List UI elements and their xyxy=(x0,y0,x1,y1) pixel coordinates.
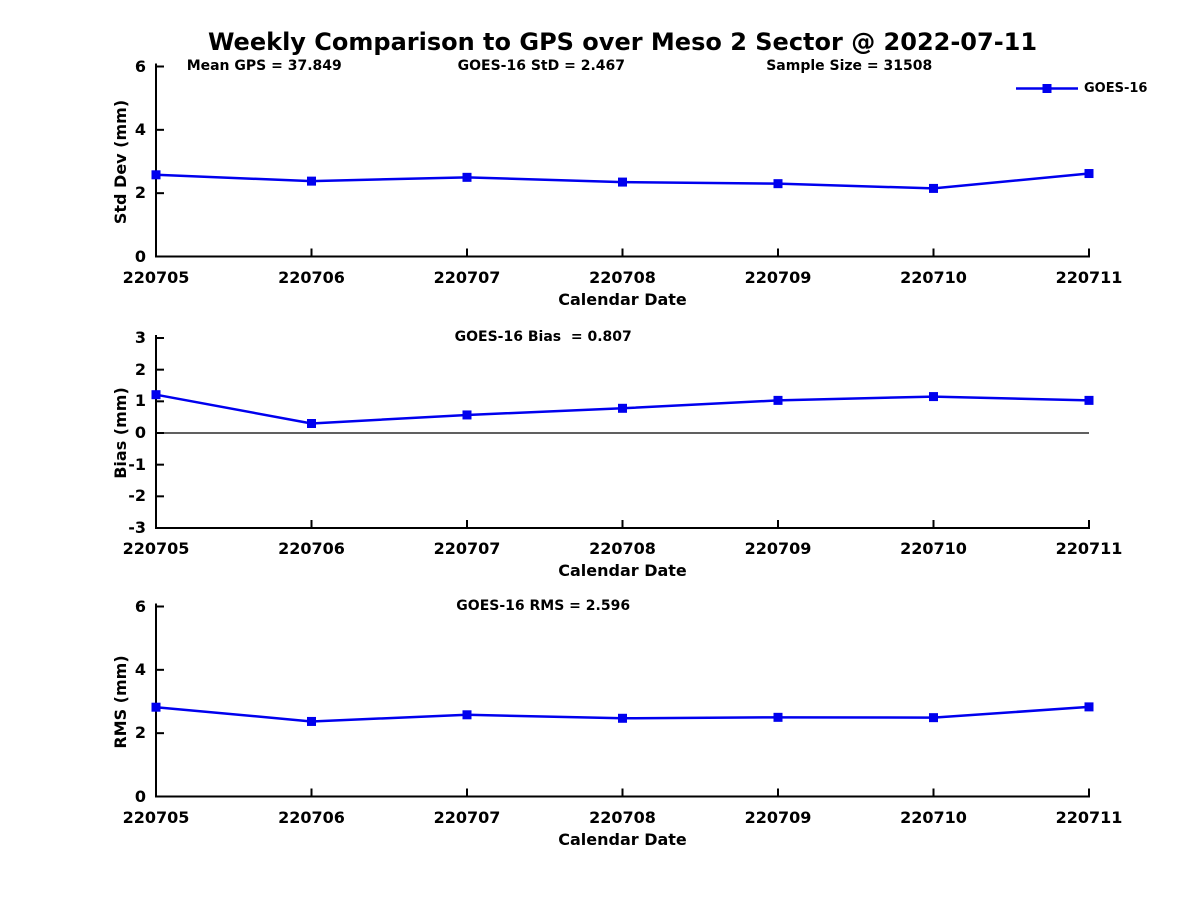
bias-x-tick-label: 220710 xyxy=(900,539,967,558)
rms-x-tick-label: 220705 xyxy=(122,807,190,827)
std-dev-data-marker xyxy=(1084,169,1094,179)
rms-x-tick-label: 220711 xyxy=(1055,807,1123,827)
std-dev-plot xyxy=(151,63,1094,258)
rms-x-tick-label: 220706 xyxy=(278,807,345,827)
rms-y-tick-label: 6 xyxy=(134,596,146,616)
std-dev-annotation: Mean GPS = 37.849 xyxy=(186,57,342,74)
std-dev-annotation: GOES-16 StD = 2.467 xyxy=(457,57,626,74)
bias-x-tick-label: 220708 xyxy=(589,539,656,558)
bias-data-marker xyxy=(1084,395,1094,405)
bias-annotation: GOES-16 Bias = 0.807 xyxy=(454,329,632,345)
bias-data-marker xyxy=(307,419,316,428)
std-dev-x-tick-label: 220710 xyxy=(900,267,967,287)
std-dev-data-marker xyxy=(462,172,472,182)
rms-x-tick-label: 220707 xyxy=(433,807,501,827)
std-dev-data-marker xyxy=(151,170,161,180)
std-dev-annotation: Sample Size = 31508 xyxy=(766,57,933,74)
legend-marker xyxy=(1042,84,1052,93)
rms-x-tick-label: 220709 xyxy=(744,807,812,827)
std-dev-y-tick-label: 2 xyxy=(134,183,146,203)
bias-plot xyxy=(151,335,1094,529)
std-dev-y-tick-label: 0 xyxy=(134,246,146,266)
std-dev-x-tick-label: 220705 xyxy=(122,267,190,287)
std-dev-x-tick-label: 220707 xyxy=(433,267,501,287)
std-dev-y-tick-label: 6 xyxy=(134,56,146,76)
rms-x-tick-label: 220710 xyxy=(900,807,967,827)
bias-data-marker xyxy=(773,395,783,405)
bias-data-marker xyxy=(462,410,472,420)
legend-label: GOES-16 xyxy=(1084,81,1148,96)
bias-data-marker xyxy=(618,403,627,413)
bias-x-tick-label: 220709 xyxy=(744,539,812,558)
bias-y-tick-label: 1 xyxy=(134,391,146,411)
rms-annotation: GOES-16 RMS = 2.596 xyxy=(456,597,631,614)
std-dev-x-tick-label: 220708 xyxy=(589,267,656,287)
std-dev-x-tick-label: 220711 xyxy=(1055,267,1123,287)
std-dev-y-axis-label: Std Dev (mm) xyxy=(111,99,130,224)
bias-y-tick-label: -2 xyxy=(128,486,146,506)
bias-y-tick-label: 2 xyxy=(134,359,146,379)
std-dev-data-marker xyxy=(929,183,938,193)
std-dev-x-tick-label: 220709 xyxy=(744,267,812,287)
std-dev-data-marker xyxy=(618,177,627,187)
rms-x-tick-label: 220708 xyxy=(589,807,656,827)
rms-data-marker xyxy=(151,702,161,712)
bias-x-axis-label: Calendar Date xyxy=(558,561,687,580)
rms-y-tick-label: 2 xyxy=(134,723,146,743)
std-dev-data-marker xyxy=(307,176,316,186)
bias-y-tick-label: 0 xyxy=(134,423,146,442)
rms-data-marker xyxy=(618,713,627,723)
rms-plot xyxy=(151,603,1094,798)
bias-y-axis-label: Bias (mm) xyxy=(111,387,130,479)
std-dev-y-tick-label: 4 xyxy=(134,119,146,139)
rms-data-marker xyxy=(462,710,472,720)
std-dev-data-marker xyxy=(773,179,783,189)
std-dev-x-axis-label: Calendar Date xyxy=(558,289,687,309)
bias-x-tick-label: 220711 xyxy=(1055,539,1123,558)
bias-y-tick-label: -3 xyxy=(128,518,146,537)
rms-x-axis-label: Calendar Date xyxy=(558,829,687,849)
rms-data-marker xyxy=(1084,702,1094,712)
bias-y-tick-label: -1 xyxy=(128,454,146,474)
rms-data-marker xyxy=(773,712,783,722)
rms-data-marker xyxy=(307,716,316,726)
bias-y-tick-label: 3 xyxy=(134,328,146,347)
figure-title: Weekly Comparison to GPS over Meso 2 Sec… xyxy=(207,28,1038,56)
bias-data-marker xyxy=(929,392,938,402)
rms-y-axis-label: RMS (mm) xyxy=(111,654,130,749)
bias-x-tick-label: 220707 xyxy=(433,539,501,558)
rms-data-marker xyxy=(929,713,938,723)
rms-y-tick-label: 4 xyxy=(134,659,146,679)
std-dev-x-tick-label: 220706 xyxy=(278,267,345,287)
bias-x-tick-label: 220705 xyxy=(122,539,190,558)
rms-y-tick-label: 0 xyxy=(134,786,146,806)
bias-data-marker xyxy=(151,390,161,400)
bias-x-tick-label: 220706 xyxy=(278,539,345,558)
